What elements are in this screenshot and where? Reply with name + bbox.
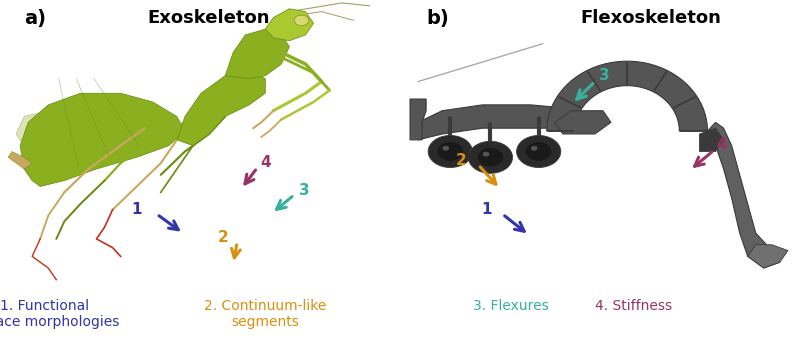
Circle shape — [526, 143, 550, 160]
Text: 4: 4 — [715, 137, 727, 152]
Circle shape — [427, 135, 472, 167]
Circle shape — [478, 148, 502, 166]
Circle shape — [442, 146, 449, 151]
Text: 2. Continuum-like
segments: 2. Continuum-like segments — [204, 299, 326, 329]
Circle shape — [467, 141, 512, 173]
Text: 1: 1 — [131, 203, 142, 217]
Polygon shape — [16, 111, 72, 146]
Circle shape — [294, 15, 308, 26]
Polygon shape — [418, 105, 570, 140]
Circle shape — [530, 146, 537, 151]
Polygon shape — [225, 29, 289, 79]
Circle shape — [516, 135, 560, 167]
Polygon shape — [707, 122, 779, 268]
Polygon shape — [8, 152, 32, 169]
Text: Exoskeleton: Exoskeleton — [148, 9, 270, 27]
Polygon shape — [747, 245, 787, 268]
Polygon shape — [265, 9, 313, 41]
Text: a): a) — [24, 9, 46, 28]
Text: 2: 2 — [455, 153, 467, 168]
Text: Flexoskeleton: Flexoskeleton — [580, 9, 721, 27]
Text: 1: 1 — [480, 203, 491, 217]
Text: 4: 4 — [259, 155, 271, 170]
Polygon shape — [177, 70, 265, 146]
Text: 2: 2 — [217, 231, 228, 245]
Circle shape — [438, 143, 462, 160]
Polygon shape — [410, 99, 426, 140]
Circle shape — [482, 152, 489, 157]
Text: 4. Stiffness: 4. Stiffness — [594, 299, 671, 313]
Text: 3. Flexures: 3. Flexures — [472, 299, 548, 313]
Text: 1. Functional
surface morphologies: 1. Functional surface morphologies — [0, 299, 120, 329]
Text: 3: 3 — [598, 68, 609, 83]
Text: b): b) — [426, 9, 448, 28]
Polygon shape — [20, 93, 185, 186]
Polygon shape — [554, 111, 610, 134]
Polygon shape — [699, 128, 723, 152]
Text: 3: 3 — [298, 183, 309, 198]
Polygon shape — [546, 61, 707, 131]
